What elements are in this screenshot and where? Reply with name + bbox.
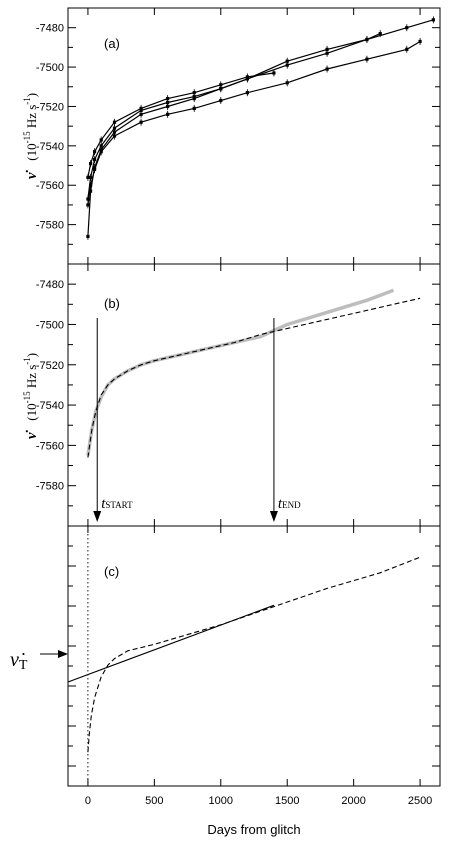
y-axis-unit-exponent: -1 [22,357,32,365]
nudot-t-label: ν̇T [10,649,28,673]
t-start-label: tSTART [101,496,133,512]
y-tick-label: -7480 [36,23,64,35]
panel-c-frame [67,525,441,787]
series-layer [67,19,434,786]
y-axis-close: ) [24,93,39,97]
panel-a-series-1 [87,19,434,237]
axis-ticks [68,7,440,786]
y-axis-title-a: ν̇ (10-15 Hz s-1) [22,93,40,179]
x-tick-label: 2000 [341,795,365,807]
y-tick-label: -7500 [36,62,64,74]
y-axis-close: ) [24,353,39,357]
y-tick-label: -7520 [36,101,64,113]
y-axis-exponent: -15 [22,131,32,143]
panel-a-label: (a) [104,36,120,51]
y-axis-unit-suffix: Hz s [24,105,39,132]
y-axis-unit-prefix: (10 [24,403,39,420]
panel-a-series-4 [87,40,421,205]
panel-b-label: (b) [104,296,120,311]
panel-b-series-1 [86,288,395,456]
x-tick-label: 2500 [408,795,432,807]
y-tick-label: -7580 [36,220,64,232]
panel-a-series-3 [87,72,274,178]
y-tick-label: -7540 [36,141,64,153]
y-axis-unit-suffix: Hz s [24,365,39,392]
nudot-t-marker: ν̇T [10,649,68,673]
y-axis-unit-prefix: (10 [24,143,39,160]
y-tick-label: -7500 [36,319,64,331]
t-start-marker: tSTART [93,318,133,522]
y-tick-label: -7560 [36,180,64,192]
panel-c-series-1 [67,604,275,683]
svg-text:ν̇ (10-15 Hz s-1): ν̇ (10-15 Hz s-1) [22,353,40,439]
x-tick-label: 0 [85,795,91,807]
panel-b-series-2 [87,297,421,458]
svg-text:ν̇ (10-15 Hz s-1): ν̇ (10-15 Hz s-1) [22,93,40,179]
panel-c-series-2 [87,556,421,753]
panel-c-label: (c) [104,564,119,579]
x-axis-title: Days from glitch [207,822,300,837]
t-end-marker: tEND [269,318,301,522]
t-start-arrowhead [93,511,102,522]
y-tick-label: -7480 [36,279,64,291]
x-tick-label: 1500 [275,795,299,807]
t-end-label: tEND [278,496,301,512]
y-axis-symbol: ν̇ [24,170,40,180]
y-tick-label: -7580 [36,481,64,493]
panel-a-series-2 [87,33,381,200]
panel-b-frame [67,263,441,527]
marker-layer [86,16,435,240]
panel-a-frame [67,7,441,265]
y-axis-exponent: -15 [22,391,32,403]
y-tick-label: -7540 [36,400,64,412]
y-axis-symbol: ν̇ [24,430,40,440]
t-end-arrowhead [269,511,278,522]
y-axis-title-b: ν̇ (10-15 Hz s-1) [22,353,40,439]
y-tick-label: -7520 [36,360,64,372]
x-tick-label: 500 [145,795,163,807]
y-axis-unit-exponent: -1 [22,97,32,105]
x-tick-labels: 0 500 1000 1500 2000 2500 [85,795,432,807]
nudot-t-arrowhead [58,650,68,658]
y-tick-labels: -7580 -7560 -7540 -7520 -7500 -7480 -7580 -7560… [36,23,64,493]
y-tick-label: -7560 [36,440,64,452]
x-tick-label: 1000 [209,795,233,807]
